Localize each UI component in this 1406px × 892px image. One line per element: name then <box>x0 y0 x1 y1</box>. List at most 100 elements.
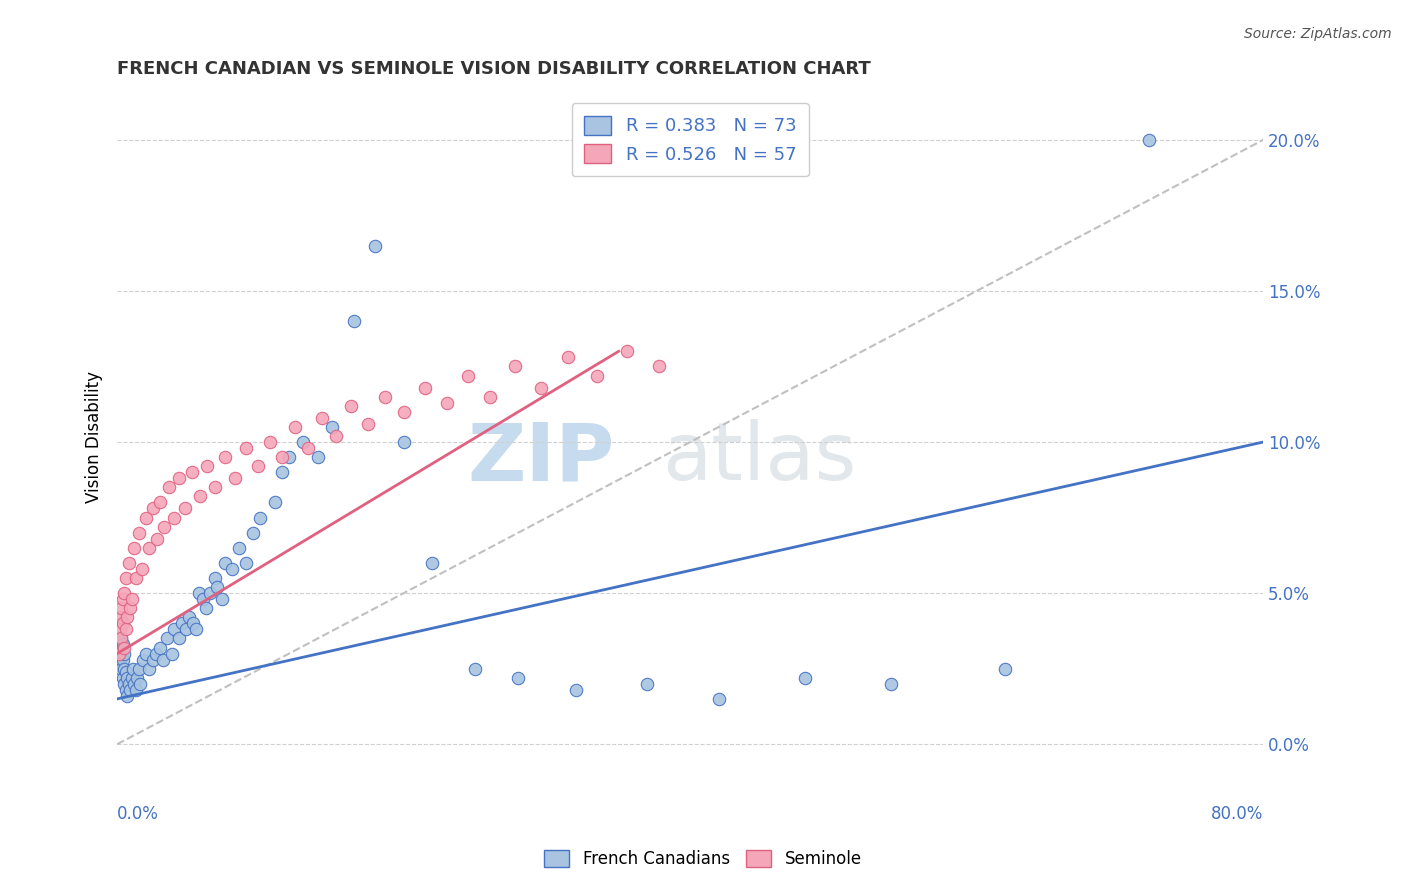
Point <box>204 480 226 494</box>
Point <box>112 586 135 600</box>
Point <box>110 647 132 661</box>
Point <box>121 592 143 607</box>
Point <box>125 571 148 585</box>
Point <box>111 652 134 666</box>
Point <box>138 541 160 555</box>
Point <box>184 623 207 637</box>
Point <box>177 610 200 624</box>
Point <box>259 435 281 450</box>
Point <box>142 501 165 516</box>
Point <box>170 616 193 631</box>
Point <box>292 435 315 450</box>
Point <box>131 562 153 576</box>
Point <box>413 381 436 395</box>
Point <box>228 541 250 555</box>
Point <box>180 465 202 479</box>
Point <box>707 691 730 706</box>
Point <box>235 556 257 570</box>
Point <box>122 662 145 676</box>
Point <box>195 601 218 615</box>
Point <box>135 510 157 524</box>
Point <box>311 410 333 425</box>
Point <box>108 640 131 655</box>
Point <box>224 471 246 485</box>
Point <box>307 450 329 464</box>
Point <box>120 682 142 697</box>
Point <box>146 532 169 546</box>
Point <box>436 395 458 409</box>
Point <box>221 562 243 576</box>
Point <box>284 420 307 434</box>
Point <box>616 344 638 359</box>
Point <box>108 610 131 624</box>
Point <box>191 592 214 607</box>
Point <box>422 556 444 570</box>
Point <box>121 671 143 685</box>
Point <box>111 616 134 631</box>
Point <box>173 501 195 516</box>
Point <box>364 238 387 252</box>
Point <box>339 399 361 413</box>
Text: ZIP: ZIP <box>468 419 614 497</box>
Point <box>163 510 186 524</box>
Point <box>129 677 152 691</box>
Point <box>152 652 174 666</box>
Point <box>392 435 415 450</box>
Point <box>271 450 294 464</box>
Point <box>249 510 271 524</box>
Point <box>214 556 236 570</box>
Point <box>157 480 180 494</box>
Point <box>880 677 903 691</box>
Point <box>235 441 257 455</box>
Point <box>115 671 138 685</box>
Point <box>160 647 183 661</box>
Point <box>994 662 1017 676</box>
Point <box>110 632 132 646</box>
Point <box>167 471 190 485</box>
Text: FRENCH CANADIAN VS SEMINOLE VISION DISABILITY CORRELATION CHART: FRENCH CANADIAN VS SEMINOLE VISION DISAB… <box>117 60 870 78</box>
Point <box>110 632 132 646</box>
Point <box>530 381 553 395</box>
Point <box>124 541 146 555</box>
Point <box>112 640 135 655</box>
Point <box>110 601 132 615</box>
Legend: R = 0.383   N = 73, R = 0.526   N = 57: R = 0.383 N = 73, R = 0.526 N = 57 <box>572 103 808 177</box>
Point <box>636 677 658 691</box>
Point <box>135 647 157 661</box>
Point <box>342 314 364 328</box>
Point <box>108 652 131 666</box>
Point <box>128 525 150 540</box>
Point <box>114 665 136 679</box>
Point <box>111 638 134 652</box>
Point <box>207 580 229 594</box>
Point <box>648 359 671 374</box>
Point <box>321 420 343 434</box>
Point <box>263 495 285 509</box>
Point <box>114 571 136 585</box>
Point <box>464 662 486 676</box>
Point <box>793 671 815 685</box>
Point <box>163 623 186 637</box>
Point <box>508 671 530 685</box>
Point <box>114 623 136 637</box>
Point <box>246 459 269 474</box>
Point <box>505 359 527 374</box>
Point <box>118 677 141 691</box>
Point <box>110 662 132 676</box>
Text: 0.0%: 0.0% <box>117 805 159 823</box>
Point <box>325 429 347 443</box>
Point <box>132 652 155 666</box>
Point <box>118 556 141 570</box>
Point <box>128 662 150 676</box>
Point <box>107 647 129 661</box>
Y-axis label: Vision Disability: Vision Disability <box>86 371 103 503</box>
Point <box>145 647 167 661</box>
Point <box>107 647 129 661</box>
Point <box>115 610 138 624</box>
Point <box>200 586 222 600</box>
Point <box>1137 133 1160 147</box>
Point <box>108 623 131 637</box>
Point <box>197 459 219 474</box>
Point <box>114 682 136 697</box>
Point <box>120 601 142 615</box>
